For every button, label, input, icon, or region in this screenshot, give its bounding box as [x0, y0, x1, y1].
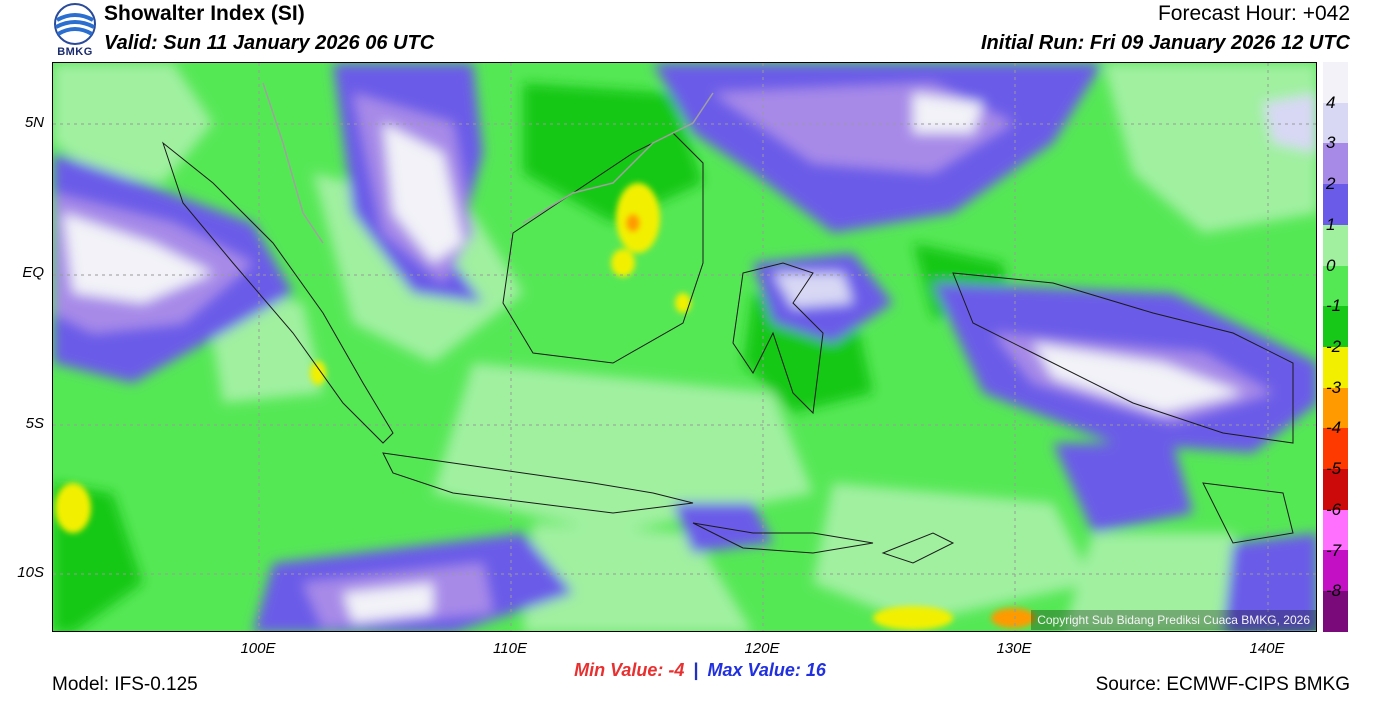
graticule: [53, 63, 1316, 631]
unstable-spots: [55, 183, 1035, 630]
max-value: Max Value: 16: [707, 660, 826, 680]
min-max-values: Min Value: -4 | Max Value: 16: [0, 660, 1400, 681]
colorbar-label: 4: [1326, 92, 1336, 112]
colorbar-swatch: [1323, 591, 1348, 632]
index-field: [53, 63, 1316, 631]
colorbar-swatch: [1323, 62, 1348, 103]
lon-label-100e: 100E: [240, 640, 276, 657]
colorbar-swatch: [1323, 224, 1348, 266]
lat-label-5s: 5S: [25, 415, 44, 432]
source-label: Source: ECMWF-CIPS BMKG: [1095, 674, 1350, 695]
forecast-hour: Forecast Hour: +042: [1157, 2, 1350, 25]
bmkg-logo-text: BMKG: [57, 46, 93, 58]
min-value: Min Value: -4: [574, 660, 685, 680]
colorbar-swatch: [1323, 102, 1348, 144]
colorbar-swatch: [1323, 265, 1348, 307]
coastlines: [161, 132, 1294, 564]
colorbar-label: 1: [1326, 214, 1336, 234]
lon-label-120e: 120E: [744, 640, 780, 657]
lat-label-5n: 5N: [24, 114, 44, 131]
copyright-notice: Copyright Sub Bidang Prediksi Cuaca BMKG…: [1031, 610, 1316, 630]
model-label: Model: IFS-0.125: [52, 674, 198, 695]
min-max-separator: |: [693, 660, 699, 680]
colorbar-swatch: [1323, 184, 1348, 225]
colorbar-swatch: [1323, 509, 1348, 551]
colorbar-swatch: [1323, 346, 1348, 388]
colorbar-label: 2: [1326, 174, 1336, 194]
colorbar-label: -2: [1326, 337, 1342, 356]
colorbar-label: -8: [1326, 581, 1342, 601]
bmkg-logo-icon: [54, 3, 96, 45]
chart-title: Showalter Index (SI): [104, 2, 305, 25]
colorbar-label: -5: [1326, 459, 1342, 479]
colorbar-swatch: [1323, 387, 1348, 429]
colorbar-label: 0: [1326, 255, 1336, 275]
lon-label-110e: 110E: [493, 640, 527, 657]
colorbar-label: -3: [1326, 377, 1342, 397]
colorbar-label: -4: [1326, 418, 1342, 438]
map-canvas: [53, 63, 1316, 631]
colorbar-label: 3: [1326, 133, 1336, 153]
lat-label-10s: 10S: [17, 564, 44, 581]
lon-label-140e: 140E: [1249, 640, 1285, 657]
colorbar-swatch: [1323, 550, 1348, 592]
showalter-map: [52, 62, 1317, 632]
colorbar-label: -7: [1326, 540, 1342, 560]
colorbar-swatch: [1323, 469, 1348, 510]
borders: [262, 82, 714, 244]
colorbar-swatch: [1323, 306, 1348, 347]
colorbar-label: -6: [1326, 499, 1342, 519]
colorbar-swatch: [1323, 428, 1348, 470]
colorbar-label: -1: [1326, 296, 1342, 316]
bmkg-logo: BMKG: [52, 2, 98, 60]
lon-label-130e: 130E: [996, 640, 1032, 657]
colorbar: [1323, 62, 1348, 632]
initial-run: Initial Run: Fri 09 January 2026 12 UTC: [980, 32, 1350, 54]
lat-label-eq: EQ: [22, 264, 44, 281]
colorbar-swatch: [1323, 143, 1348, 185]
valid-time: Valid: Sun 11 January 2026 06 UTC: [104, 32, 435, 54]
